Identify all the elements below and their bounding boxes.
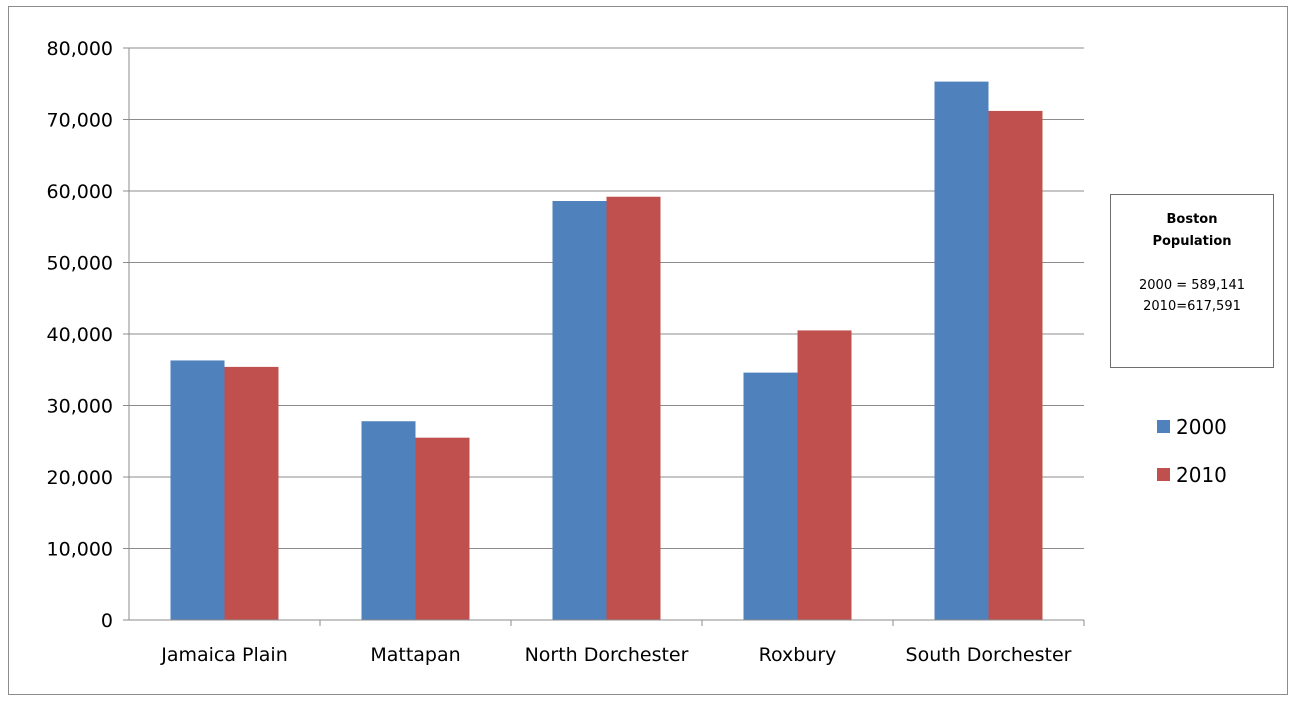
x-tick-label: Jamaica Plain [160,644,288,666]
note-title-line2: Population [1152,234,1232,249]
legend-label-2000: 2000 [1176,415,1227,439]
bar-2000-south-dorchester [934,81,989,621]
x-tick-label: Roxbury [759,644,837,666]
bar-2010-jamaica-plain [224,366,279,620]
x-tick-labels: Jamaica Plain Mattapan North Dorchester Rox… [160,644,1071,666]
bar-2010-roxbury [797,330,852,620]
bar-2010-mattapan [415,437,470,620]
bar-2000-roxbury [743,372,798,620]
bar-2000-north-dorchester [552,201,607,620]
legend-swatch-2010 [1157,468,1170,481]
axes [123,47,1085,626]
note-line-2010: 2010=617,591 [1143,299,1241,314]
legend: 2000 2010 [1157,415,1227,487]
y-tick-label: 40,000 [47,324,113,346]
y-tick-label: 30,000 [47,396,113,418]
legend-label-2010: 2010 [1176,463,1227,487]
bar-2000-mattapan [361,421,416,620]
y-tick-label: 10,000 [47,539,113,561]
bar-2010-north-dorchester [606,196,661,620]
y-tick-label: 70,000 [47,110,113,132]
y-tick-label: 60,000 [47,181,113,203]
x-tick-label: South Dorchester [906,644,1072,666]
bar-2000-jamaica-plain [170,360,225,620]
bar-2010-south-dorchester [988,110,1043,621]
y-tick-label: 20,000 [47,467,113,489]
bars [170,81,1043,621]
y-tick-label: 80,000 [47,38,113,60]
y-tick-label: 0 [101,610,113,632]
legend-swatch-2000 [1157,420,1170,433]
note-title-line1: Boston [1166,212,1218,227]
x-tick-label: Mattapan [370,644,460,666]
note-line-2000: 2000 = 589,141 [1139,278,1245,293]
x-tick-label: North Dorchester [525,644,689,666]
boston-population-note: Boston Population 2000 = 589,141 2010=61… [1110,194,1274,368]
y-tick-label: 50,000 [47,253,113,275]
y-tick-labels: 0 10,000 20,000 30,000 40,000 50,000 60,000 70,… [47,38,113,632]
